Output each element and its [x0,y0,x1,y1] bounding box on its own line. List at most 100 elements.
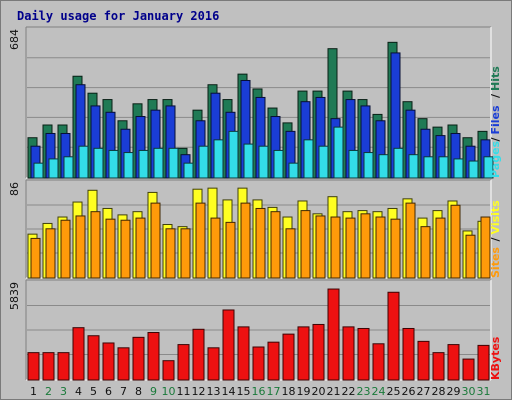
x-tick-label: 21 [327,385,341,398]
bar-pages-day-30 [468,160,479,179]
bar-sites-day-11 [180,228,191,279]
x-tick-label: 6 [105,385,112,398]
bar-kbytes-day-16 [252,346,265,381]
x-tick-label: 16 [252,385,266,398]
x-tick-label: 26 [402,385,416,398]
bar-kbytes-day-12 [192,328,205,381]
bar-kbytes-day-13 [207,347,220,381]
bar-kbytes-day-4 [72,327,85,381]
legend-entry-files: Files [489,105,502,135]
x-tick-label: 22 [342,385,356,398]
bar-pages-day-28 [438,156,449,179]
x-tick-label: 9 [150,385,157,398]
bar-kbytes-day-10 [162,360,175,381]
chart-title: Daily usage for January 2016 [17,9,220,23]
legend-entry-kbytes: KBytes [489,336,502,380]
bar-pages-day-18 [288,162,299,179]
y-tick-label: 684 [8,29,21,50]
bar-sites-day-30 [465,234,476,279]
x-tick-label: 3 [60,385,67,398]
bar-pages-day-17 [273,149,284,179]
bar-sites-day-3 [60,219,71,279]
y-tick-label: 86 [8,182,21,196]
bar-pages-day-5 [93,147,104,179]
legend-hits-files-pages: Pages/Files/Hits [489,66,502,178]
bar-sites-day-22 [345,217,356,279]
y-tick-label: 5839 [8,282,21,310]
bar-pages-day-21 [333,126,344,179]
bar-pages-day-9 [153,147,164,179]
legend-entry-visits: Visits [489,200,502,235]
x-tick-label: 5 [90,385,97,398]
bar-pages-day-29 [453,158,464,179]
bar-sites-day-29 [450,204,461,279]
bar-pages-day-26 [408,154,419,179]
bar-kbytes-day-19 [297,326,310,381]
bar-kbytes-day-26 [402,327,415,381]
bar-sites-day-28 [435,217,446,279]
x-tick-label: 12 [192,385,206,398]
bar-pages-day-8 [138,149,149,179]
bar-kbytes-day-6 [102,342,115,381]
x-tick-label: 18 [282,385,296,398]
bar-sites-day-4 [75,215,86,279]
x-tick-label: 10 [162,385,176,398]
x-tick-label: 19 [297,385,311,398]
bar-sites-day-13 [210,217,221,279]
bar-kbytes-day-27 [417,340,430,381]
bar-sites-day-6 [105,218,116,279]
bar-sites-day-17 [270,211,281,279]
legend-entry-separator: / [489,93,502,98]
bar-pages-day-16 [258,145,269,179]
bar-kbytes-day-22 [342,326,355,381]
bar-pages-day-22 [348,149,359,179]
bar-kbytes-day-24 [372,343,385,381]
bar-sites-day-8 [135,217,146,279]
x-tick-label: 11 [177,385,191,398]
bar-kbytes-day-5 [87,335,100,381]
bar-kbytes-day-18 [282,333,295,381]
legend-sites-visits: Sites / Visits [489,200,502,278]
bar-sites-day-25 [390,218,401,279]
bar-sites-day-16 [255,207,266,279]
bar-kbytes-day-17 [267,341,280,381]
x-tick-label: 29 [447,385,461,398]
legend-entry-separator: / [489,237,502,242]
bar-sites-day-24 [375,216,386,279]
x-tick-label: 15 [237,385,251,398]
bar-pages-day-20 [318,145,329,179]
legend-entry-sites: Sites [489,247,502,278]
bar-pages-day-23 [363,152,374,179]
bar-pages-day-4 [78,145,89,179]
x-tick-label: 7 [120,385,127,398]
legend-entry-separator: / [489,137,502,142]
bar-pages-day-2 [48,158,59,179]
bar-kbytes-day-1 [27,352,40,381]
bar-kbytes-day-31 [477,344,490,381]
bar-kbytes-day-15 [237,326,250,381]
bar-pages-day-24 [378,154,389,179]
x-tick-label: 13 [207,385,221,398]
bar-kbytes-day-2 [42,352,55,381]
bar-pages-day-6 [108,149,119,179]
bar-kbytes-day-23 [357,327,370,381]
bar-pages-day-12 [198,145,209,179]
bar-pages-day-15 [243,143,254,179]
legend-entry-hits: Hits [489,66,502,91]
x-tick-label: 2 [45,385,52,398]
x-tick-label: 24 [372,385,386,398]
bar-kbytes-day-28 [432,352,445,381]
bar-kbytes-day-14 [222,309,235,381]
bar-pages-day-31 [483,156,494,179]
bar-pages-day-14 [228,130,239,179]
bar-kbytes-day-3 [57,352,70,381]
bar-pages-day-10 [168,147,179,179]
legend-kbytes: KBytes [489,336,502,380]
bar-sites-day-18 [285,228,296,279]
bar-sites-day-12 [195,202,206,279]
bar-sites-day-23 [360,213,371,279]
bar-sites-day-10 [165,228,176,279]
x-tick-label: 1 [30,385,37,398]
